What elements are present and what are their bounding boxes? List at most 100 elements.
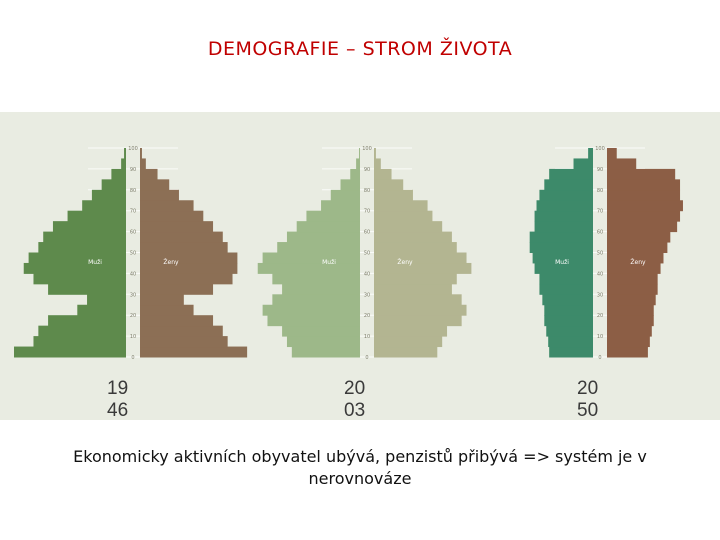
caption-text: Ekonomicky aktivních obyvatel ubývá, pen… [73,447,647,488]
female-label: Ženy [397,258,413,266]
bar-female [140,168,158,180]
bar-female [140,210,204,222]
bar-female [140,336,228,348]
bar-female [607,210,681,222]
tick-label: 10 [364,334,370,340]
tick-label: 20 [597,313,603,319]
bar-male [544,179,593,191]
bar-female [607,294,656,306]
tick-label: 90 [130,167,136,173]
tick-label: 0 [598,355,601,361]
bar-male [542,294,593,306]
male-label: Muži [322,259,336,266]
bar-male [77,304,126,316]
bar-female [374,262,472,274]
bar-male [529,231,593,243]
bar-male [267,315,360,327]
bar-male [529,242,593,253]
tick-label: 80 [130,188,136,194]
tick-label: 30 [130,292,136,298]
bar-male [549,346,593,358]
bar-female [140,262,238,274]
bar-female [374,158,381,170]
tick-label: 40 [364,271,370,277]
female-label: Ženy [163,258,179,266]
bar-male [48,283,126,295]
bar-male [121,158,126,170]
bar-male [534,262,593,274]
bar-male [282,283,360,295]
bar-female [607,262,661,274]
bar-male [257,262,360,274]
bar-male [262,304,360,316]
tick-label: 100 [595,146,605,152]
bar-male [573,158,593,170]
slide-title: DEMOGRAFIE – STROM ŽIVOTA [207,38,513,60]
bar-female [140,315,214,327]
bar-female [374,189,413,201]
bar-female [374,325,448,337]
bar-female [140,283,214,295]
tick-label: 50 [597,251,603,257]
bar-male [282,325,360,337]
bar-female [140,346,248,358]
bar-male [14,346,126,358]
bar-male [544,315,593,327]
bar-female [607,221,678,233]
bar-male [306,210,360,222]
bar-female [374,283,452,295]
bar-female [140,179,170,191]
bar-male [91,189,126,201]
tick-label: 80 [597,188,603,194]
year-label-2050: 2050 [577,378,599,421]
tick-label: 50 [130,251,136,257]
bar-male [272,294,360,306]
bar-female [374,336,443,348]
bar-male [356,158,360,170]
tick-label: 20 [364,313,370,319]
bar-male [546,325,593,337]
bar-female [374,221,443,233]
pyramid-1946: 0 10 20 30 40 50 60 70 80 90 100 Muži Ženy [14,146,248,361]
tick-label: 60 [597,230,603,236]
bar-male [321,200,360,212]
bar-female [607,336,650,348]
bar-female [607,231,671,243]
bar-female [374,273,457,285]
tick-label: 70 [597,209,603,215]
bar-male [48,315,126,327]
bar-female [140,221,214,233]
bar-female [374,179,404,191]
tick-label: 20 [130,313,136,319]
bar-male [359,148,360,159]
female-label: Ženy [630,258,646,266]
bar-male [87,294,126,306]
bar-female [607,273,658,285]
bar-male [548,336,593,348]
bar-male [38,242,126,253]
bar-female [374,252,467,264]
bar-male [286,231,360,243]
tick-label: 50 [364,251,370,257]
bar-female [140,242,228,253]
bar-male [544,304,593,316]
bar-female [374,231,452,243]
bar-female [607,158,637,170]
bar-male [340,179,360,191]
bar-male [539,189,593,201]
tick-label: 10 [597,334,603,340]
tick-label: 40 [130,271,136,277]
bar-female [140,273,233,285]
bar-male [33,273,127,285]
bar-male [33,336,127,348]
bar-female [607,252,664,264]
bar-female [140,252,238,264]
bar-female [374,294,462,306]
bar-male [588,148,593,159]
bar-male [534,210,593,222]
tick-label: 60 [364,230,370,236]
bar-male [262,252,360,264]
bar-female [374,168,392,180]
bar-male [272,273,360,285]
